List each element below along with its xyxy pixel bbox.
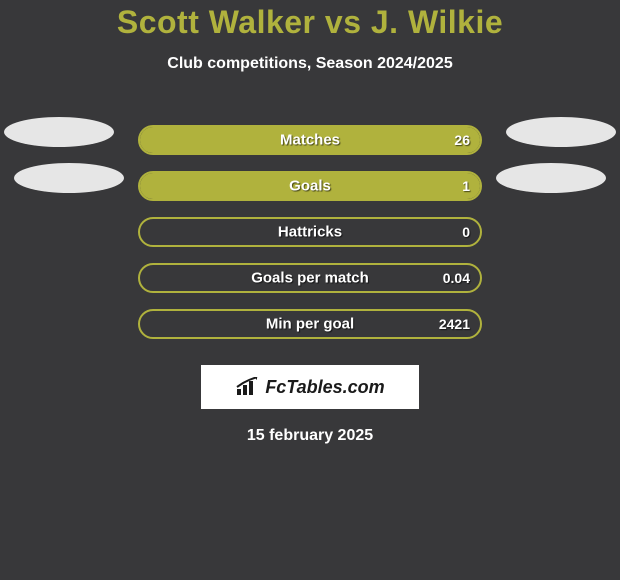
- chart-icon: [235, 377, 261, 397]
- stat-bar-track: Goals per match 0.04: [138, 263, 482, 293]
- stat-bar-track: Min per goal 2421: [138, 309, 482, 339]
- stat-bar-track: Hattricks 0: [138, 217, 482, 247]
- stat-value: 1: [462, 178, 470, 194]
- stats-section: Matches 26 Goals 1 Hattricks 0 Goals per…: [0, 117, 620, 347]
- stat-bar-track: Goals 1: [138, 171, 482, 201]
- page-title: Scott Walker vs J. Wilkie: [0, 4, 620, 41]
- stat-label: Min per goal: [266, 316, 354, 333]
- stat-row: Goals 1: [0, 163, 620, 209]
- brand-logo: FcTables.com: [235, 377, 384, 398]
- stat-row: Hattricks 0: [0, 209, 620, 255]
- stat-row: Goals per match 0.04: [0, 255, 620, 301]
- stat-bar-track: Matches 26: [138, 125, 482, 155]
- stat-label: Goals: [289, 178, 331, 195]
- subtitle: Club competitions, Season 2024/2025: [0, 55, 620, 73]
- date-text: 15 february 2025: [0, 427, 620, 445]
- stat-row: Min per goal 2421: [0, 301, 620, 347]
- stat-value: 0: [462, 224, 470, 240]
- stat-value: 2421: [439, 316, 470, 332]
- stat-label: Matches: [280, 132, 340, 149]
- stat-label: Goals per match: [251, 270, 369, 287]
- stat-value: 0.04: [443, 270, 470, 286]
- stat-label: Hattricks: [278, 224, 342, 241]
- brand-logo-text: FcTables.com: [265, 377, 384, 398]
- stat-row: Matches 26: [0, 117, 620, 163]
- stat-value: 26: [454, 132, 470, 148]
- comparison-card: Scott Walker vs J. Wilkie Club competiti…: [0, 0, 620, 445]
- brand-logo-link[interactable]: FcTables.com: [201, 365, 419, 409]
